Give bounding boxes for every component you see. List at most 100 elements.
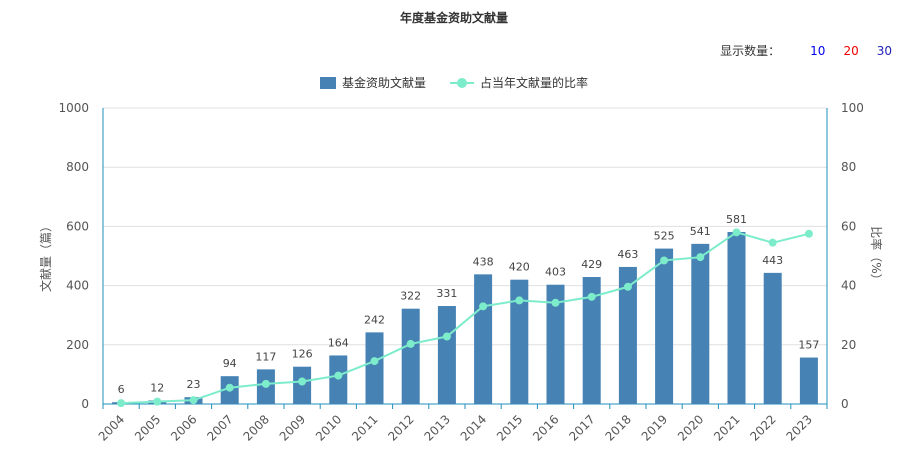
bar: [365, 332, 384, 404]
x-tick-label: 2015: [494, 412, 525, 443]
ratio-point: [551, 298, 560, 307]
ratio-point: [153, 397, 162, 406]
x-tick-label: 2009: [277, 412, 308, 443]
legend-bar-label: 基金资助文献量: [341, 76, 426, 90]
x-tick-label: 2007: [204, 412, 235, 443]
display-count-label: 显示数量：: [720, 44, 781, 58]
y2-tick-label: 60: [841, 219, 856, 233]
bar: [763, 272, 782, 404]
bar: [329, 355, 348, 404]
bar-value-label: 443: [762, 254, 783, 267]
x-tick-label: 2008: [241, 412, 272, 443]
x-tick-label: 2011: [349, 412, 380, 443]
ratio-point: [696, 253, 705, 262]
chart-title: 年度基金资助文献量: [399, 11, 508, 25]
display-count-control: 显示数量： 10 20 30: [720, 42, 892, 59]
ratio-point: [587, 292, 596, 301]
ratio-line: [121, 231, 810, 405]
x-tick-label: 2020: [675, 412, 706, 443]
bar: [618, 266, 637, 404]
bar-value-label: 438: [473, 255, 494, 268]
bar-value-label: 463: [617, 248, 638, 261]
x-tick-label: 2010: [313, 412, 344, 443]
x-tick-label: 2005: [132, 412, 163, 443]
bar-value-label: 164: [328, 336, 349, 349]
x-tick-label: 2022: [747, 412, 778, 443]
y2-tick-label: 100: [841, 101, 864, 115]
x-tick-label: 2014: [458, 412, 489, 443]
y-tick-label: 400: [66, 279, 89, 293]
bar: [401, 308, 420, 404]
display-count-option-30[interactable]: 30: [876, 43, 892, 58]
bar-value-label: 581: [726, 213, 747, 226]
legend-bar-swatch: [319, 76, 336, 89]
y-tick-label: 200: [66, 338, 89, 352]
y-tick-label: 0: [81, 397, 89, 411]
y2-axis-title: 比率（%）: [869, 226, 884, 285]
ratio-point: [623, 282, 632, 291]
x-tick-label: 2004: [96, 412, 127, 443]
bar: [474, 274, 493, 404]
bar: [582, 277, 601, 404]
ratio-point: [515, 296, 524, 305]
y-axis-title: 文献量（篇）: [38, 220, 53, 292]
y2-tick-label: 0: [841, 397, 849, 411]
x-tick-label: 2018: [603, 412, 634, 443]
y2-tick-label: 40: [841, 279, 856, 293]
chart-legend: 基金资助文献量 占当年文献量的比率: [0, 74, 908, 91]
bar-value-label: 6: [118, 383, 125, 396]
ratio-point: [298, 377, 307, 386]
bar: [510, 279, 529, 404]
x-tick-label: 2023: [784, 412, 815, 443]
x-tick-label: 2017: [566, 412, 597, 443]
y-tick-label: 1000: [58, 101, 89, 115]
y2-tick-label: 80: [841, 160, 856, 174]
ratio-point: [768, 238, 777, 247]
ratio-point: [334, 371, 343, 380]
bar-value-label: 525: [654, 230, 675, 243]
bar-value-label: 126: [292, 348, 313, 361]
x-tick-label: 2012: [385, 412, 416, 443]
bar: [546, 284, 565, 404]
bar: [799, 357, 818, 404]
ratio-point: [732, 228, 741, 237]
bar-value-label: 94: [223, 357, 237, 370]
bar: [437, 306, 456, 404]
legend-line-label: 占当年文献量的比率: [480, 76, 589, 90]
ratio-point: [804, 229, 813, 238]
bar-value-label: 541: [690, 225, 711, 238]
display-count-option-20[interactable]: 20: [843, 43, 859, 58]
x-tick-label: 2021: [711, 412, 742, 443]
legend-item-bar[interactable]: 基金资助文献量: [319, 74, 426, 91]
display-count-option-10[interactable]: 10: [810, 43, 826, 58]
bar-value-label: 322: [400, 290, 421, 303]
bar-value-label: 420: [509, 261, 530, 274]
bar-value-label: 403: [545, 266, 566, 279]
bar-value-label: 242: [364, 313, 385, 326]
bar-value-label: 429: [581, 258, 602, 271]
bar: [727, 232, 746, 404]
y-tick-label: 600: [66, 219, 89, 233]
ratio-point: [442, 332, 451, 341]
bar-value-label: 117: [255, 350, 276, 363]
y2-tick-label: 20: [841, 338, 856, 352]
ratio-point: [225, 383, 234, 392]
bar-value-label: 23: [187, 378, 201, 391]
ratio-point: [370, 357, 379, 366]
bar-value-label: 157: [798, 339, 819, 352]
x-tick-label: 2013: [422, 412, 453, 443]
ratio-point: [117, 399, 126, 408]
legend-item-line[interactable]: 占当年文献量的比率: [450, 74, 588, 91]
bar-value-label: 12: [150, 381, 164, 394]
bar: [691, 243, 710, 404]
legend-line-swatch: [450, 77, 474, 89]
ratio-point: [189, 396, 198, 405]
ratio-point: [406, 339, 415, 348]
bar-value-label: 331: [436, 287, 457, 300]
x-tick-label: 2006: [168, 412, 199, 443]
ratio-point: [660, 256, 669, 265]
ratio-point: [261, 379, 270, 388]
y-tick-label: 800: [66, 160, 89, 174]
x-tick-label: 2016: [530, 412, 561, 443]
